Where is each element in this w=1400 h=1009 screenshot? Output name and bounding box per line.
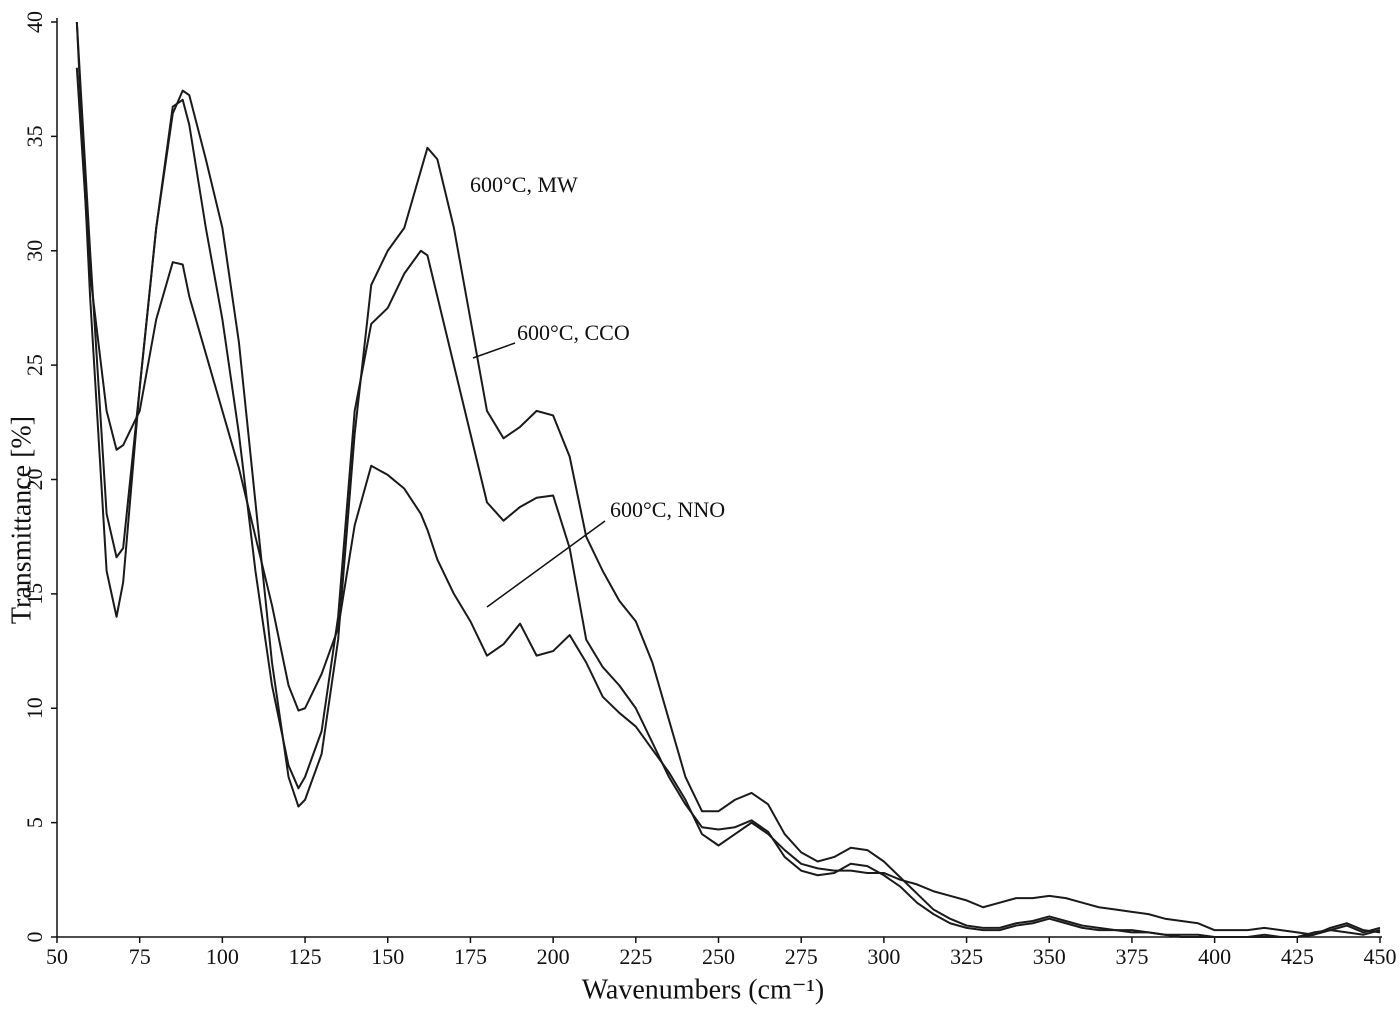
x-tick-label: 225	[619, 944, 652, 969]
series-line	[75, 21, 1381, 938]
x-tick-label: 150	[371, 944, 404, 969]
x-tick-label: 425	[1281, 944, 1314, 969]
y-tick-label: 40	[22, 11, 47, 33]
y-tick-label: 30	[22, 240, 47, 262]
y-tick-label: 15	[22, 583, 47, 605]
x-tick-label: 325	[950, 944, 983, 969]
x-tick-label: 250	[702, 944, 735, 969]
x-tick-label: 275	[785, 944, 818, 969]
x-tick-label: 200	[537, 944, 570, 969]
x-axis-label: Wavenumbers (cm⁻¹)	[582, 974, 825, 1005]
series-line	[75, 21, 1381, 938]
leader-line	[472, 342, 516, 359]
x-tick-label: 300	[867, 944, 900, 969]
x-tick-label: 50	[46, 944, 68, 969]
y-tick-label: 20	[22, 469, 47, 491]
y-tick-label: 10	[22, 697, 47, 719]
x-tick-label: 350	[1033, 944, 1066, 969]
y-tick-label: 0	[22, 932, 47, 943]
series-annotation: 600°C, MW	[470, 172, 578, 197]
leader-line	[486, 520, 606, 608]
x-tick-label: 450	[1364, 944, 1397, 969]
x-tick-label: 400	[1198, 944, 1231, 969]
series-line	[75, 67, 1381, 936]
x-tick-label: 75	[129, 944, 151, 969]
y-axis-label: Transmittance [%]	[6, 416, 37, 624]
x-tick-label: 175	[454, 944, 487, 969]
y-tick-label: 25	[22, 354, 47, 376]
x-tick-label: 125	[289, 944, 322, 969]
series-annotation: 600°C, CCO	[517, 320, 630, 345]
x-tick-label: 100	[206, 944, 239, 969]
y-tick-label: 5	[22, 817, 47, 828]
y-tick-label: 35	[22, 125, 47, 147]
series-annotation: 600°C, NNO	[610, 497, 725, 522]
x-tick-label: 375	[1115, 944, 1148, 969]
